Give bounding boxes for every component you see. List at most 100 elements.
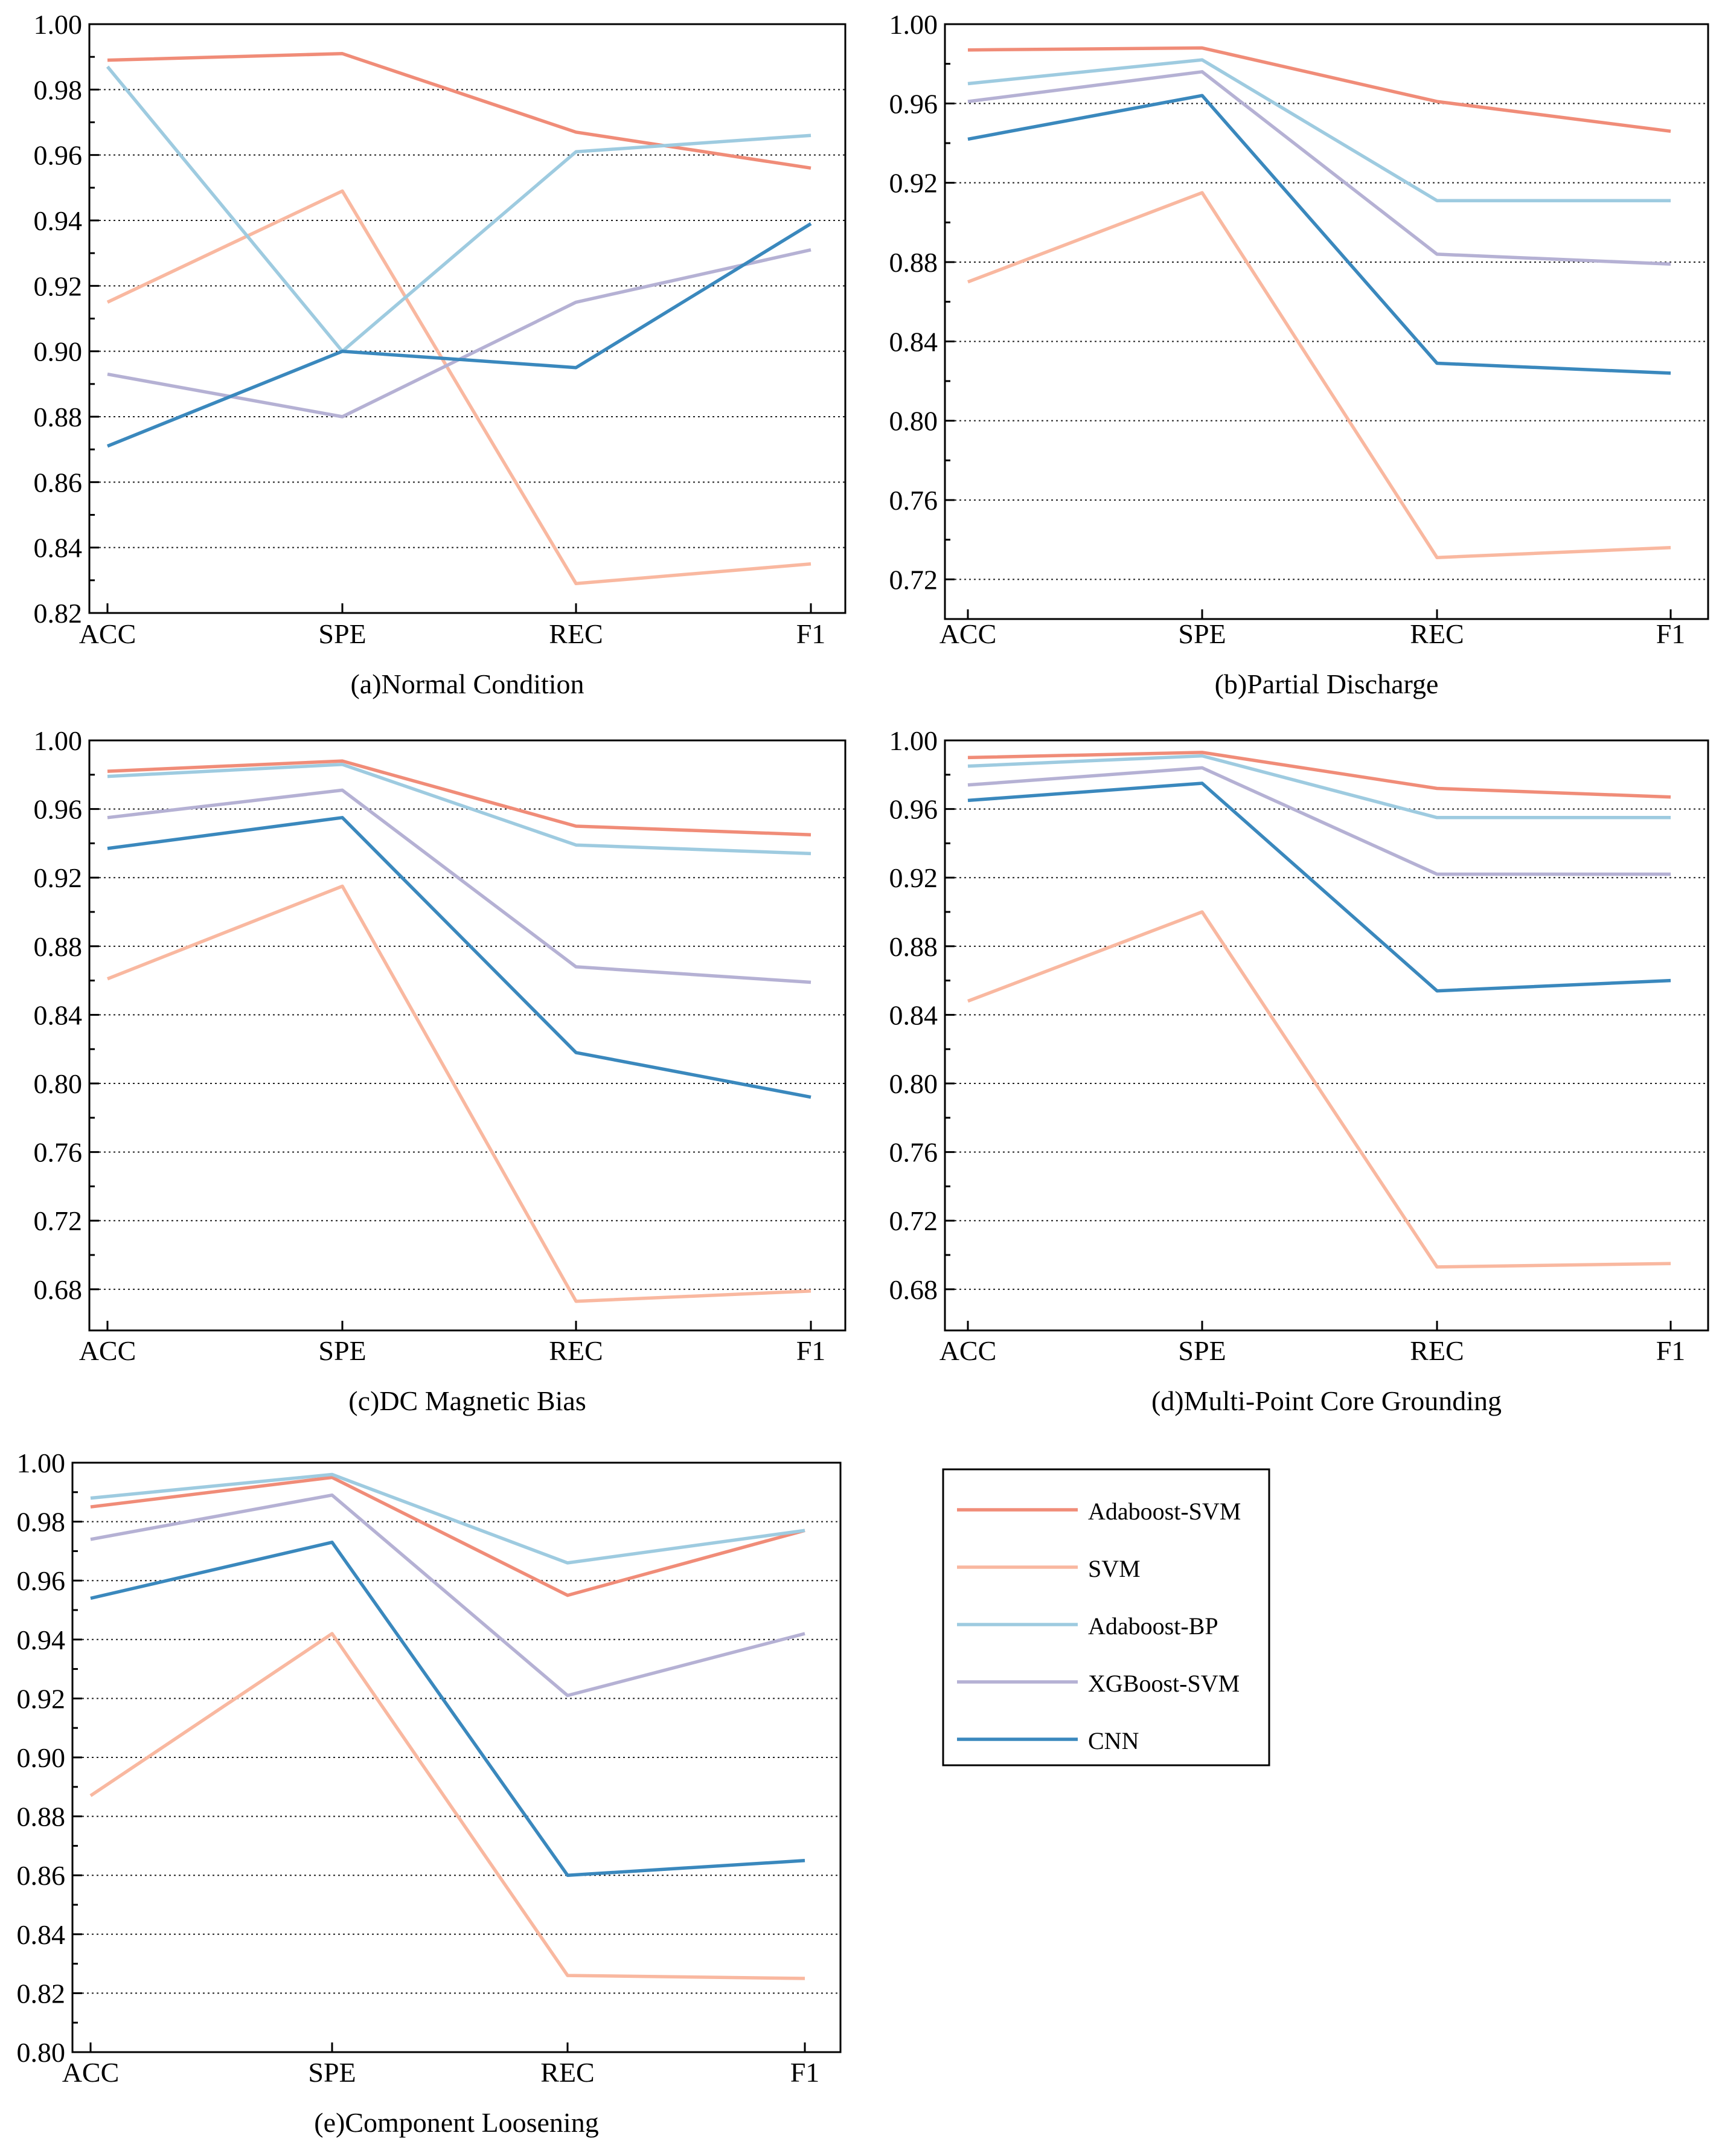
series-line-adaboost-svm — [967, 751, 1671, 799]
y-tick-label: 0.96 — [34, 140, 83, 171]
x-tick-label: SPE — [318, 1335, 366, 1366]
series-line-adaboost-bp — [967, 754, 1671, 820]
x-tick-label: F1 — [1656, 1335, 1686, 1366]
y-tick-label: 0.88 — [17, 1801, 66, 1832]
y-tick-label: 0.90 — [17, 1742, 66, 1773]
y-tick-label: 0.80 — [34, 1068, 83, 1099]
y-tick-label: 1.00 — [17, 1448, 66, 1478]
y-tick-label: 1.00 — [34, 9, 83, 40]
y-tick-label: 0.76 — [34, 1137, 83, 1168]
series-line-cnn — [967, 94, 1671, 375]
chart-caption: (d)Multi-Point Core Grounding — [1151, 1385, 1502, 1416]
y-tick-label: 0.84 — [889, 999, 938, 1030]
y-tick-label: 0.82 — [34, 598, 83, 629]
series-line-adaboost-svm — [967, 46, 1671, 133]
y-tick-label: 0.88 — [34, 931, 83, 962]
x-tick-label: SPE — [1178, 618, 1226, 649]
series-line-svm — [967, 910, 1671, 1269]
y-tick-label: 0.76 — [889, 485, 938, 516]
x-tick-label: SPE — [1178, 1335, 1226, 1366]
legend-label: XGBoost-SVM — [1088, 1670, 1240, 1697]
x-tick-label: ACC — [79, 618, 136, 649]
x-tick-label: ACC — [939, 618, 997, 649]
y-tick-label: 0.96 — [889, 794, 938, 825]
y-tick-label: 1.00 — [34, 725, 83, 756]
legend-label: CNN — [1088, 1727, 1139, 1754]
x-tick-label: F1 — [796, 618, 826, 649]
series-line-adaboost-svm — [90, 1475, 805, 1597]
y-tick-label: 0.92 — [889, 168, 938, 199]
chart-caption: (b)Partial Discharge — [1215, 669, 1439, 699]
y-tick-label: 0.98 — [17, 1507, 66, 1538]
x-tick-label: REC — [1410, 1335, 1464, 1366]
plot-frame — [944, 739, 1709, 1332]
y-tick-label: 0.82 — [17, 1978, 66, 2009]
y-tick-label: 0.72 — [889, 564, 938, 595]
series-line-xgboost-svm — [107, 248, 811, 419]
chart-caption: (c)DC Magnetic Bias — [348, 1385, 586, 1416]
series-line-xgboost-svm — [90, 1493, 805, 1698]
y-tick-label: 0.92 — [17, 1683, 66, 1714]
x-tick-label: REC — [549, 618, 603, 649]
series-line-xgboost-svm — [107, 788, 811, 984]
y-tick-label: 1.00 — [889, 725, 938, 756]
y-tick-label: 0.72 — [34, 1205, 83, 1236]
series-line-adaboost-bp — [90, 1472, 805, 1565]
y-tick-label: 0.84 — [889, 326, 938, 357]
legend-label: Adaboost-SVM — [1088, 1498, 1241, 1525]
series-line-svm — [967, 191, 1671, 559]
y-tick-label: 0.84 — [34, 999, 83, 1030]
y-tick-label: 0.88 — [889, 247, 938, 278]
y-tick-label: 0.80 — [889, 1068, 938, 1099]
y-tick-label: 0.72 — [889, 1205, 938, 1236]
series-line-xgboost-svm — [967, 766, 1671, 876]
chart-panel: 0.82 0.84 0.86 0.88 0.90 0.92 0.94 0.96 0.98 1.00… — [34, 9, 847, 699]
x-tick-label: F1 — [790, 2057, 820, 2088]
plot-frame — [944, 23, 1709, 620]
x-tick-label: REC — [1410, 618, 1464, 649]
y-tick-label: 0.88 — [889, 931, 938, 962]
y-tick-label: 0.92 — [889, 862, 938, 893]
series-line-adaboost-bp — [107, 763, 811, 856]
y-tick-label: 0.84 — [17, 1919, 66, 1950]
y-tick-label: 1.00 — [889, 9, 938, 40]
y-tick-label: 0.92 — [34, 271, 83, 301]
series-line-xgboost-svm — [967, 70, 1671, 266]
y-tick-label: 0.92 — [34, 862, 83, 893]
y-tick-label: 0.98 — [34, 74, 83, 105]
x-tick-label: ACC — [79, 1335, 136, 1366]
legend: Adaboost-SVM SVM Adaboost-BP XGBoost-SVM CNN — [942, 1468, 1270, 1766]
x-tick-label: SPE — [318, 618, 366, 649]
series-line-svm — [106, 189, 811, 586]
chart-panel: 0.68 0.72 0.76 0.80 0.84 0.88 0.92 0.96 1.00 ACC S… — [34, 725, 847, 1416]
chart-panel: 0.80 0.82 0.84 0.86 0.88 0.90 0.92 0.94 0.96 0.98… — [17, 1448, 842, 2138]
y-tick-label: 0.96 — [34, 794, 83, 825]
plot-frame — [88, 739, 847, 1332]
series-line-svm — [89, 1632, 805, 1980]
x-tick-label: REC — [540, 2057, 594, 2088]
series-line-adaboost-svm — [107, 52, 811, 170]
x-tick-label: ACC — [939, 1335, 997, 1366]
x-tick-label: ACC — [62, 2057, 120, 2088]
y-tick-label: 0.94 — [34, 205, 83, 236]
series-line-svm — [106, 884, 811, 1303]
y-tick-label: 0.88 — [34, 402, 83, 432]
chart-caption: (a)Normal Condition — [350, 669, 584, 699]
chart-panel: 0.68 0.72 0.76 0.80 0.84 0.88 0.92 0.96 1.00 ACC S… — [889, 725, 1709, 1416]
legend-label: SVM — [1088, 1555, 1141, 1582]
y-tick-label: 0.80 — [889, 406, 938, 437]
y-tick-label: 0.68 — [34, 1274, 83, 1305]
series-line-cnn — [106, 222, 812, 448]
series-line-adaboost-bp — [967, 58, 1671, 202]
x-tick-label: REC — [549, 1335, 603, 1366]
series-line-cnn — [967, 781, 1671, 993]
series-line-adaboost-bp — [106, 65, 811, 353]
y-tick-label: 0.96 — [889, 88, 938, 119]
y-tick-label: 0.90 — [34, 336, 83, 367]
y-tick-label: 0.76 — [889, 1137, 938, 1168]
y-tick-label: 0.86 — [17, 1860, 66, 1891]
y-tick-label: 0.94 — [17, 1625, 66, 1655]
y-tick-label: 0.86 — [34, 467, 83, 498]
